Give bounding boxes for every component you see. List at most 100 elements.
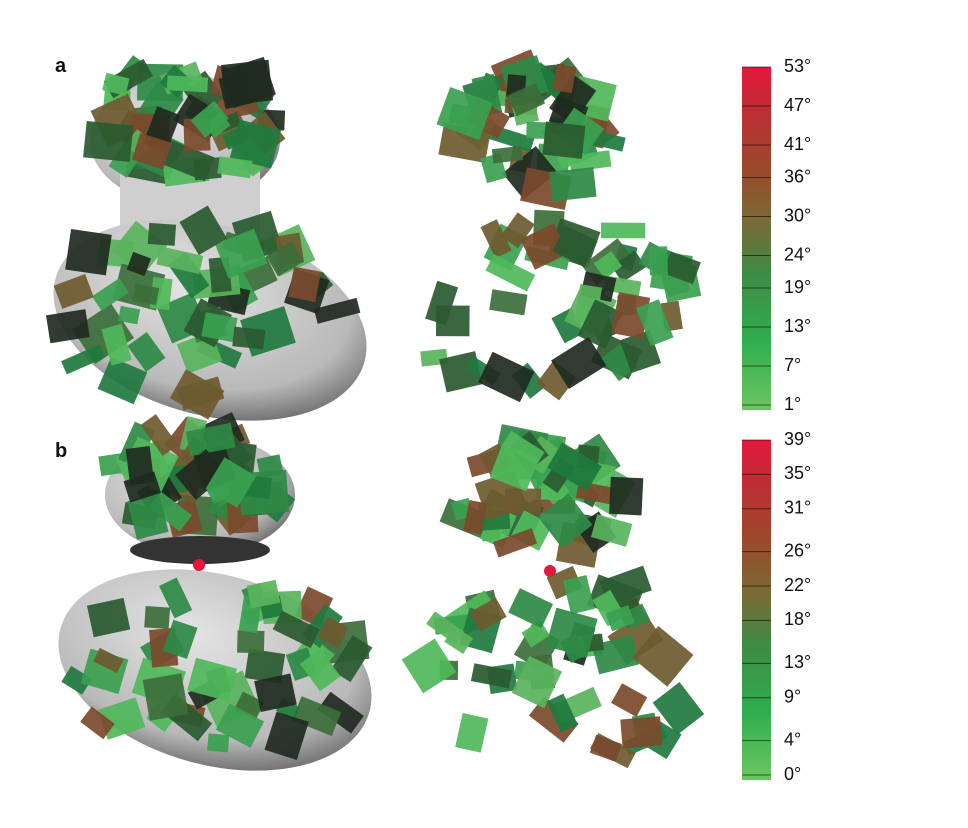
facet-patch [425,280,459,326]
facet-patch [101,323,132,366]
facet-patch [508,588,554,629]
facet-patch [547,442,602,492]
facet-patch [142,673,189,721]
tick-label: 1° [784,394,801,414]
facet-patch [166,75,209,93]
tick-label: 7° [784,355,801,375]
facet-patch [272,610,320,648]
facet-patch [174,448,227,501]
facet-patch [144,605,171,629]
facet-patch [589,734,622,762]
facet-patch [169,369,225,420]
facet-patch [207,733,230,753]
facet-patch [649,246,669,276]
facet-patch [217,156,253,179]
facet-patch [80,706,115,740]
facet-patch [132,283,160,306]
facet-patch [609,476,644,516]
facet-patch [159,577,193,619]
facet-patch [45,309,90,344]
tick-label: 53° [784,56,811,76]
facet-patch [480,219,512,259]
facet-patch [215,228,268,279]
facet-patch [111,220,167,276]
facet-patch [330,635,373,683]
facet-patch [244,648,286,684]
facet-patch [562,574,595,615]
tick-label: 13° [784,316,811,336]
facet-patch [65,228,112,276]
facet-patch [491,145,523,164]
panel-label: a [55,55,67,77]
facet-patch [470,663,513,689]
facet-patch [507,82,546,117]
facet-patch [511,655,563,709]
facet-patch [591,635,640,675]
facet-patch [600,222,646,239]
facet-patch [611,683,648,717]
facet-patch [160,139,215,182]
facet-patch [552,225,598,268]
colorbar [742,440,771,780]
comet-shadow [130,536,270,564]
facet-patch [492,528,538,558]
facet-patch [469,597,507,632]
pole-marker [193,559,205,571]
facet-patch [185,422,236,457]
tick-label: 9° [784,686,801,706]
facet-patch [545,607,598,658]
tick-label: 36° [784,166,811,186]
facet-patch [542,121,586,159]
tick-label: 24° [784,244,811,264]
facet-patch [288,266,322,303]
facet-patch [254,673,297,712]
facet-patch [215,703,265,748]
tick-label: 31° [784,497,811,517]
facet-patch [61,665,93,695]
facet-patch [636,299,674,347]
facet-patch [526,121,549,139]
facet-patch [478,351,535,403]
tick-label: 13° [784,652,811,672]
facet-patch [205,457,257,508]
facet-patch [83,120,134,162]
facet-patch [611,250,646,283]
facet-patch [463,499,488,535]
pole-marker [544,565,556,577]
facet-patch [53,274,94,309]
facet-patch [187,657,237,702]
facet-patch [93,647,124,674]
facet-patch [131,132,172,170]
facet-patch [232,326,266,350]
facet-patch [127,331,166,372]
facet-patch [546,693,578,733]
facet-patch [299,648,341,692]
facet-patch [551,307,585,344]
facet-patch [162,619,198,659]
facet-patch [436,87,493,141]
tick-label: 19° [784,277,811,297]
facet-patch [605,605,635,632]
facet-patch [601,343,638,382]
facet-patch [147,222,177,246]
facet-patch [528,696,579,743]
facet-patch [611,292,651,339]
facet-patch [292,696,342,737]
facet-patch [551,337,607,390]
facet-patch [455,712,489,753]
facet-patch [126,251,152,277]
colorbar-ticks: 53° 47° 41° 36° 30° 24° 19° 13° 7° 1° 39° 35° 31° 26°… [742,56,811,784]
facet-patch [489,289,528,316]
tick-label: 47° [784,95,811,115]
facet-patch [502,430,545,466]
facet-patch [123,471,161,503]
facet-patch [102,72,130,96]
facet-patch [264,711,309,760]
tick-label: 35° [784,463,811,483]
facet-patch [552,63,577,94]
facet-patch [179,205,228,256]
facet-patch [229,119,282,169]
facet-patch [632,626,694,687]
facet-patch [140,414,178,456]
